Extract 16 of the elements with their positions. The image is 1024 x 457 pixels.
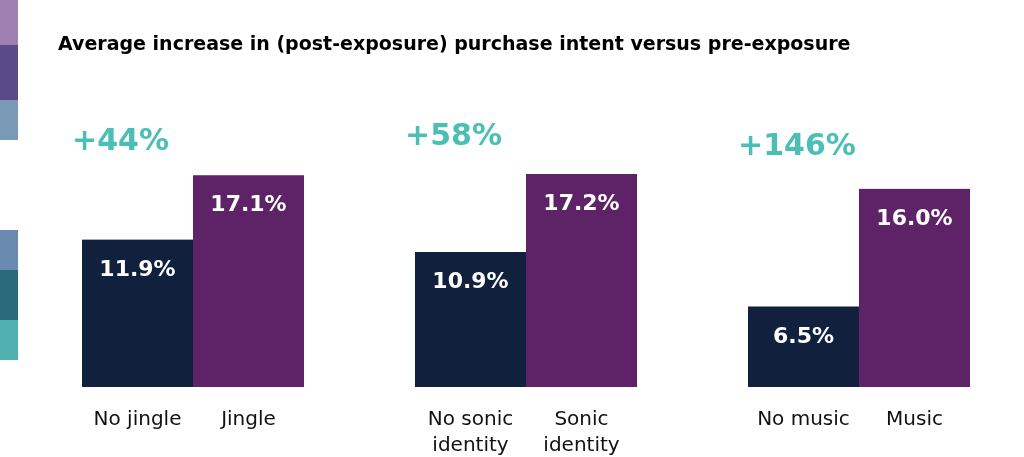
x-tick-label: Jingle (219, 406, 276, 430)
data-label: 11.9% (99, 255, 176, 281)
x-tick-label: No sonic identity (427, 406, 514, 456)
x-tick-label: Music (886, 406, 943, 430)
text: +44% (72, 122, 169, 157)
x-tick-label: No jingle (93, 406, 182, 430)
data-label: 17.1% (210, 191, 287, 217)
data-label: 17.2% (543, 190, 620, 215)
data-label: 16.0% (876, 204, 953, 230)
x-tick-label: No music (757, 406, 850, 430)
data-label: 6.5% (772, 322, 835, 348)
x-tick-label: Sonic identity (543, 406, 620, 456)
text: +58% (405, 117, 502, 152)
data-label: 10.9% (432, 268, 509, 294)
chart-title: Average increase in (post-exposure) purchase intent versus pre-exposure (58, 32, 851, 54)
text: +146% (738, 127, 856, 162)
